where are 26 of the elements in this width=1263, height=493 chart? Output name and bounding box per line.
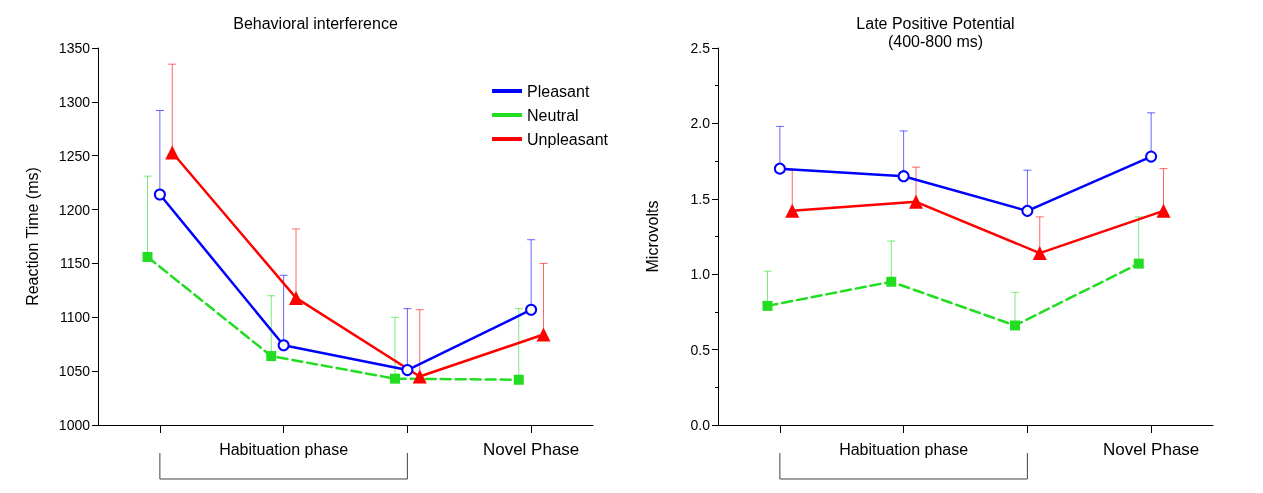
text: Habituation phase: [839, 440, 969, 458]
y-tick-label: 0.0: [690, 417, 711, 433]
legend-label: Pleasant: [527, 82, 590, 100]
y-tick-label: 1300: [58, 93, 91, 110]
y-axis-title: Reaction Time (ms): [23, 167, 41, 306]
y-tick-label: 1000: [58, 417, 91, 433]
y-tick-label: 1050: [58, 363, 91, 380]
chart-subtitle: (400-800 ms): [887, 32, 984, 50]
y-tick-label: 0.5: [690, 341, 711, 358]
legend-label: Neutral: [527, 106, 579, 124]
y-tick-label: 1250: [58, 147, 91, 164]
y-tick-label: 1.0: [690, 266, 711, 283]
y-tick-label: 1200: [58, 201, 91, 218]
y-tick-label: 1350: [58, 40, 91, 56]
y-tick-label: 1150: [59, 255, 91, 272]
chart-title: Late Positive Potential: [856, 14, 1015, 32]
text: Habituation phase: [219, 440, 349, 458]
legend-label: Unpleasant: [527, 130, 609, 148]
chart-title: Behavioral interference: [233, 14, 398, 32]
text: Novel Phase: [482, 440, 580, 459]
y-tick-label: 2.5: [690, 40, 711, 56]
y-tick-label: 1.5: [690, 190, 711, 207]
y-tick-label: 2.0: [690, 115, 711, 132]
y-tick-label: 1100: [59, 309, 91, 326]
y-axis-title: Microvolts: [643, 200, 661, 273]
text: Novel Phase: [1102, 440, 1200, 459]
